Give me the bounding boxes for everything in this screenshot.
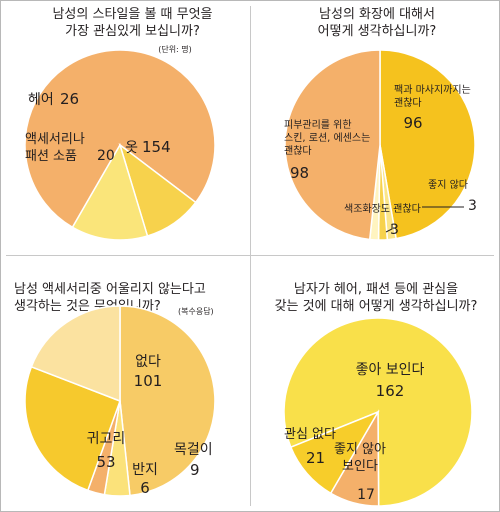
slice-value-label: 3 [468, 198, 477, 214]
horizontal-divider [6, 255, 494, 256]
slice-value-label: 26 [60, 90, 79, 108]
slice-category-label: 괜찮다 [284, 145, 312, 157]
slice-category-label: 옷 [125, 140, 138, 156]
panel4-title-line2: 갖는 것에 대해 어떻게 생각하십니까? [274, 299, 478, 314]
slice-value-label: 21 [306, 449, 325, 467]
slice-value-label: 96 [403, 114, 422, 132]
pie-slice [119, 305, 216, 497]
pie-slices [283, 317, 473, 507]
panel4-title-line1: 남자가 헤어, 패션 등에 관심을 [293, 282, 459, 297]
slice-value-label: 154 [142, 138, 171, 156]
pie-slices [24, 49, 216, 241]
panel2-title-line1: 남성의 화장에 대해서 [319, 7, 435, 22]
pie-slice [284, 49, 381, 241]
slice-category-label: 목걸이 [174, 442, 213, 458]
panel1-title-line2: 가장 관심있게 보십니까? [65, 24, 200, 39]
panel3-pie-chart: 없다 101 목걸이 9 반지6 귀고리 53 [24, 305, 216, 497]
pie-slice [289, 410, 380, 495]
pie-slice [379, 49, 476, 240]
pie-labels: 없다 101 목걸이 9 반지6 귀고리 53 [87, 354, 213, 497]
slice-category-label: 색조화장도 괜찮다 [344, 203, 421, 215]
panel2-title-line2: 어떻게 생각하십니까? [317, 24, 437, 39]
slice-category-label: 귀고리 [87, 431, 126, 447]
slice-category-label: 피부관리를 위한 [284, 118, 352, 131]
pie-slice [71, 143, 149, 241]
panel3-multi-answer-note: (복수응답) [178, 307, 214, 316]
slice-value-label: 98 [290, 164, 309, 182]
pie-slices [24, 305, 216, 497]
slice-category-label: 패션 소품 [25, 149, 77, 164]
slice-category-label: 반지 [132, 462, 158, 478]
panel4-title: 남자가 헤어, 패션 등에 관심을 갖는 것에 대해 어떻게 생각하십니까? [256, 281, 496, 315]
slice-category-label: 스킨, 로션, 에센스는 [284, 132, 370, 144]
panel2-title: 남성의 화장에 대해서 어떻게 생각하십니까? [262, 6, 492, 40]
slice-value-label: 9 [190, 461, 200, 479]
slice-value-label: 17 [357, 487, 375, 503]
slice-category-label: 좋아 보인다 [356, 362, 425, 378]
pie-slices [284, 49, 476, 241]
slice-category-label: 관심 없다 [284, 427, 336, 442]
panel1-title: 남성의 스타일을 볼 때 무엇을 가장 관심있게 보십니까? [20, 6, 245, 40]
slice-value-label: 101 [134, 372, 163, 390]
panel3-title-line1: 남성 액세서리중 어울리지 않는다고 [14, 282, 206, 297]
slice-category-label: 좋지 않아 [334, 442, 386, 457]
leader-line [385, 224, 393, 233]
slice-value-label: 3 [390, 222, 399, 238]
pie-slice [24, 49, 216, 229]
slice-value-label: 20 [97, 148, 115, 164]
panel1-unit-note: (단위: 명) [158, 45, 192, 54]
slice-category-label: 보인다 [342, 459, 378, 474]
pie-slice [30, 305, 121, 403]
slice-category-label: 헤어 [28, 92, 54, 108]
slice-category-label: 괜찮다 [394, 97, 422, 109]
slice-value-label: 162 [376, 382, 405, 400]
pie-slice [24, 365, 121, 492]
slice-category-label: 좋지 않다 [428, 179, 468, 191]
slice-category-label: 액세서리나 [25, 132, 85, 147]
slice-category-label: 팩과 마사지까지는 [394, 84, 471, 96]
panel1-title-line1: 남성의 스타일을 볼 때 무엇을 [52, 7, 213, 22]
slice-category-label: 없다 [135, 354, 161, 370]
vertical-divider [250, 6, 251, 506]
slice-value-label: 53 [96, 453, 115, 471]
slice-value-label: 6 [140, 479, 150, 497]
